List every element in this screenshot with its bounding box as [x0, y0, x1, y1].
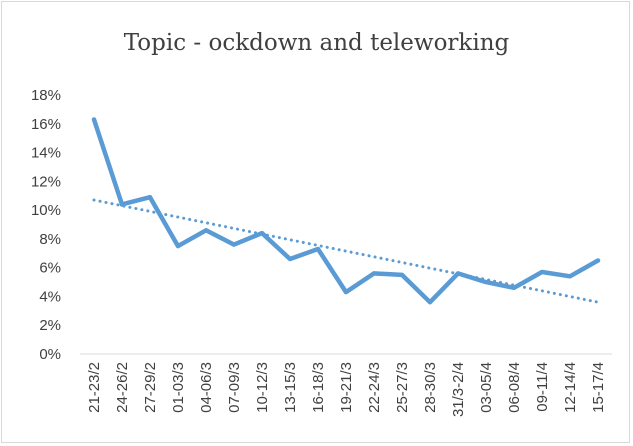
x-tick-label: 01-03/3 [170, 362, 187, 413]
x-tick-label: 12-14/4 [562, 362, 579, 413]
y-tick-label: 14% [31, 145, 61, 162]
x-tick-label: 25-27/3 [394, 362, 411, 413]
data-point [176, 244, 180, 249]
y-tick-label: 6% [39, 260, 61, 277]
y-tick-label: 10% [31, 202, 61, 219]
data-point [484, 280, 488, 285]
data-point [204, 228, 208, 233]
y-axis: 0% 2% 4% 6% 8% 10% 12% 14% 16% 18% [31, 87, 61, 363]
data-point [260, 231, 264, 236]
data-point [344, 290, 348, 295]
x-tick-label: 16-18/3 [310, 362, 327, 413]
data-point [148, 195, 152, 200]
y-tick-label: 18% [31, 87, 61, 104]
x-tick-label: 06-08/4 [506, 362, 523, 413]
series-line [91, 117, 601, 305]
data-point [596, 258, 600, 263]
data-point [540, 269, 544, 274]
chart-title: Topic - ockdown and teleworking [123, 30, 510, 56]
y-tick-label: 2% [39, 317, 61, 334]
data-point [288, 257, 292, 262]
data-point [456, 271, 460, 276]
data-point [316, 246, 320, 251]
x-tick-label: 04-06/3 [198, 362, 215, 413]
x-axis: 21-23/2 24-26/2 27-29/2 01-03/3 04-06/3 07-09… [86, 362, 607, 417]
trendline [92, 198, 600, 304]
x-tick-label: 27-29/2 [142, 362, 159, 413]
y-tick-label: 8% [39, 231, 61, 248]
data-point [568, 274, 572, 279]
x-tick-label: 09-11/4 [534, 362, 551, 412]
x-tick-label: 24-26/2 [114, 362, 131, 413]
x-tick-label: 07-09/3 [226, 362, 243, 413]
data-points [92, 117, 600, 305]
y-tick-label: 16% [31, 116, 61, 133]
data-point [120, 202, 124, 207]
x-tick-label: 31/3-2/4 [450, 362, 467, 417]
data-point [400, 272, 404, 277]
data-point [428, 300, 432, 305]
data-point [92, 117, 96, 122]
data-point [232, 242, 236, 247]
x-tick-label: 28-30/3 [422, 362, 439, 413]
y-tick-label: 12% [31, 173, 61, 190]
data-point [512, 285, 516, 290]
x-tick-label: 19-21/3 [338, 362, 355, 413]
x-tick-label: 15-17/4 [590, 362, 607, 413]
data-point [372, 271, 376, 276]
x-tick-label: 13-15/3 [282, 362, 299, 413]
x-tick-label: 21-23/2 [86, 362, 103, 413]
x-tick-label: 10-12/3 [254, 362, 271, 413]
x-tick-label: 03-05/4 [478, 362, 495, 413]
y-tick-label: 0% [39, 346, 61, 363]
x-tick-label: 22-24/3 [366, 362, 383, 413]
y-tick-label: 4% [39, 288, 61, 305]
